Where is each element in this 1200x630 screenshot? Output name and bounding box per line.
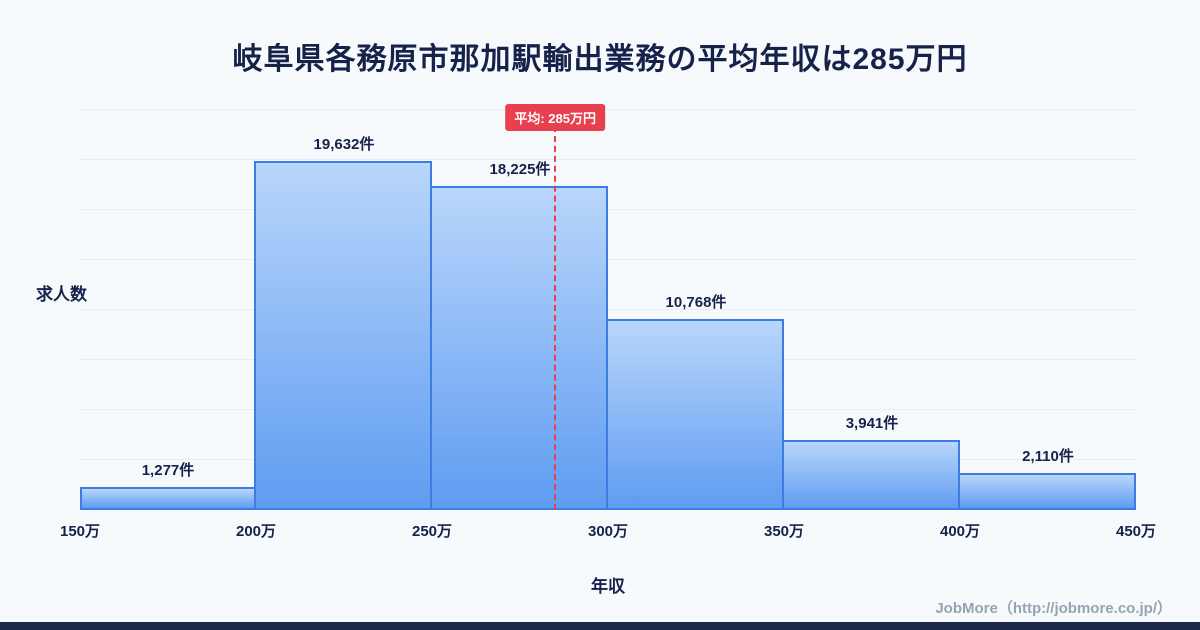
bottom-accent-bar [0, 622, 1200, 630]
plot-area: 平均: 285万円 1,277件 19,632件 18,225件 10,768件 3,9… [80, 104, 1136, 510]
x-tick-label: 350万 [763, 523, 805, 540]
x-axis-label: 年収 [591, 577, 625, 596]
bar-value-label: 3,941件 [845, 414, 899, 432]
gridline [80, 209, 1136, 210]
histogram-bar [253, 161, 432, 510]
histogram-bar [429, 186, 608, 510]
histogram-bar [781, 439, 960, 510]
gridline [80, 109, 1136, 110]
x-tick-label: 400万 [939, 523, 981, 540]
bar-value-label: 2,110件 [1022, 447, 1074, 465]
bar-value-label: 18,225件 [489, 161, 551, 178]
gridline [80, 259, 1136, 260]
x-axis: 150万 200万 250万 300万 350万 400万 450万 [60, 520, 1156, 540]
gridline [80, 309, 1136, 310]
x-tick-label: 150万 [59, 523, 101, 540]
average-badge: 平均: 285万円 [505, 104, 606, 131]
footer-credit: JobMore（http://jobmore.co.jp/） [935, 600, 1172, 617]
x-tick-label: 200万 [235, 523, 277, 540]
histogram-bar [606, 318, 784, 510]
histogram-bar [958, 472, 1136, 510]
chart-title: 岐阜県各務原市那加駅輸出業務の平均年収は285万円 [232, 43, 968, 76]
gridline [80, 159, 1136, 160]
x-tick-label: 300万 [587, 523, 629, 540]
average-line [554, 126, 557, 510]
y-axis-label: 求人数 [36, 285, 87, 304]
bar-value-label: 19,632件 [313, 136, 375, 153]
bar-value-label: 10,768件 [665, 293, 727, 311]
x-tick-label: 250万 [411, 523, 453, 540]
x-tick-label: 450万 [1115, 523, 1157, 540]
bar-value-label: 1,277件 [141, 462, 195, 480]
histogram-bar [80, 487, 256, 510]
